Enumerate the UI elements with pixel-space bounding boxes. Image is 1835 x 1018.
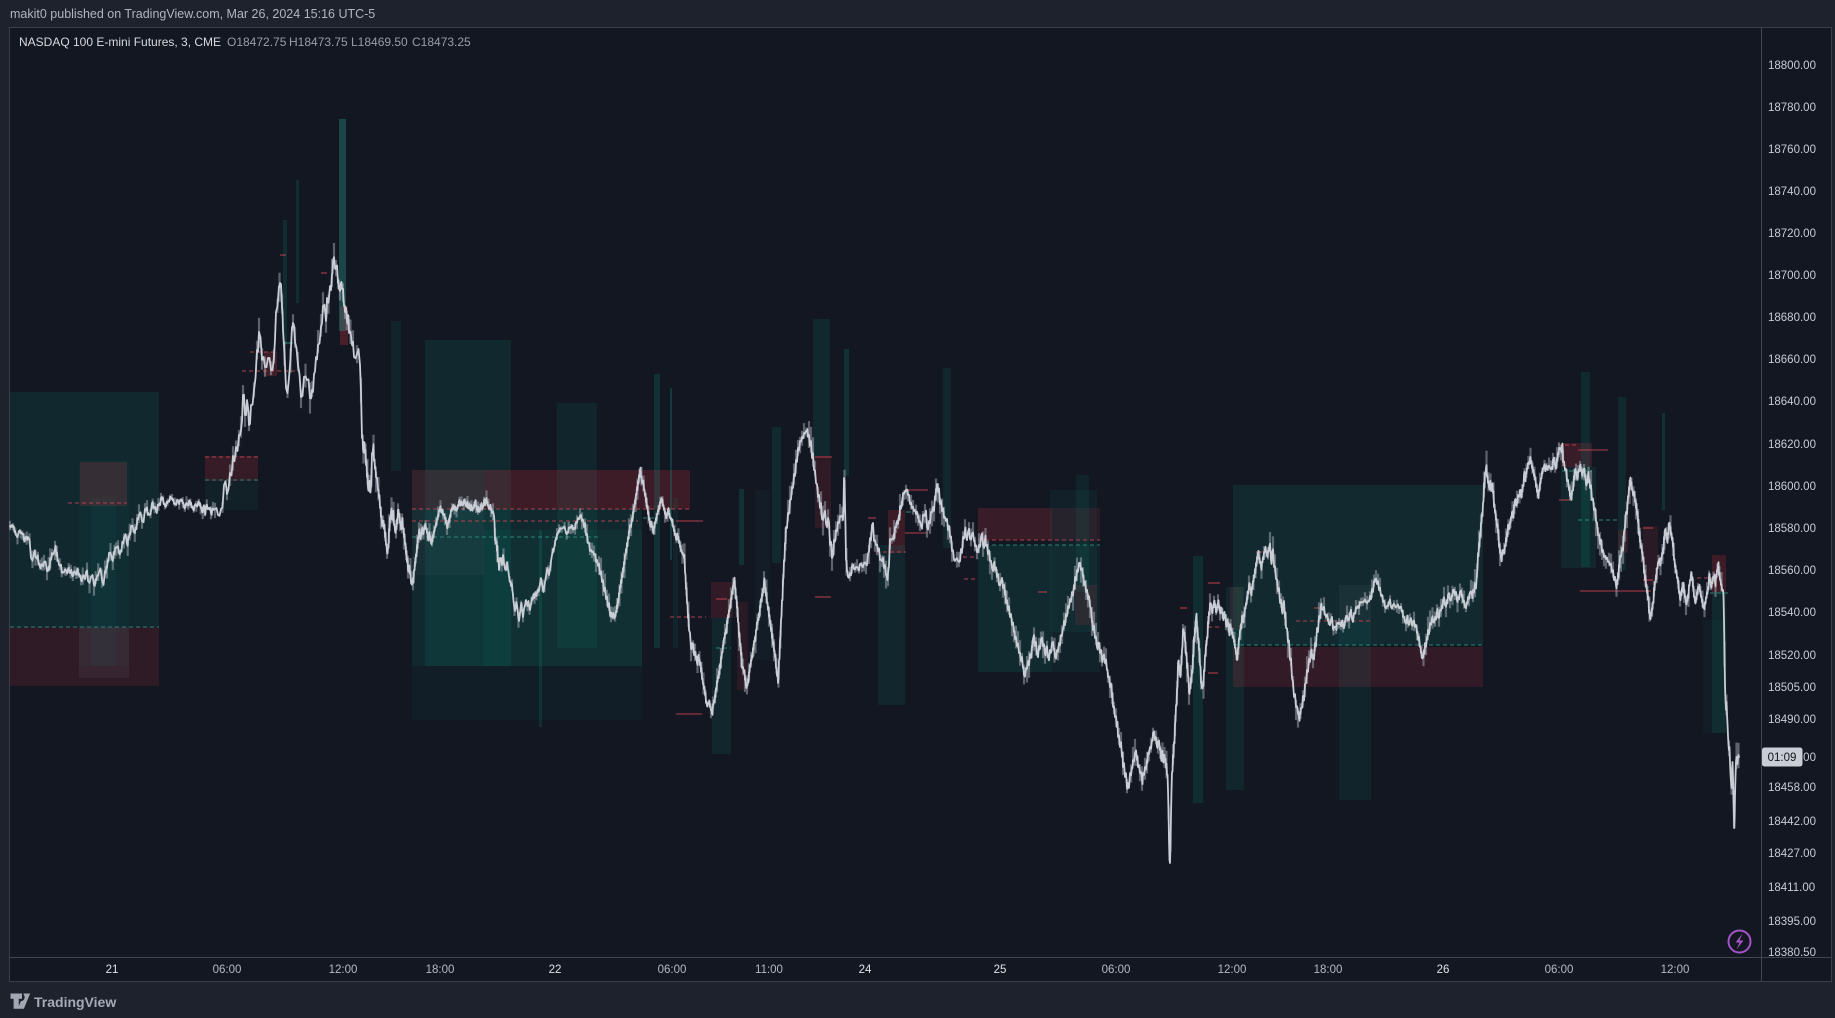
svg-text:25: 25 [994,964,1007,976]
svg-text:18740.00: 18740.00 [1768,186,1816,198]
svg-text:18411.00: 18411.00 [1768,882,1815,894]
svg-text:18442.00: 18442.00 [1768,816,1816,828]
svg-text:18490.00: 18490.00 [1768,714,1816,726]
svg-text:18:00: 18:00 [426,964,455,976]
svg-text:18505.00: 18505.00 [1768,682,1816,694]
svg-text:06:00: 06:00 [658,964,687,976]
svg-text:24: 24 [859,964,872,976]
svg-text:NASDAQ 100 E-mini Futures, 3,: NASDAQ 100 E-mini Futures, 3, CME [19,35,221,49]
svg-text:18458.00: 18458.00 [1768,782,1816,794]
svg-text:12:00: 12:00 [1661,964,1690,976]
svg-text:06:00: 06:00 [1545,964,1574,976]
svg-text:18600.00: 18600.00 [1768,481,1816,493]
svg-text:01:09: 01:09 [1768,752,1797,764]
svg-text:18520.00: 18520.00 [1768,650,1816,662]
svg-text:18427.00: 18427.00 [1768,848,1816,860]
svg-text:12:00: 12:00 [1218,964,1247,976]
svg-text:21: 21 [106,964,119,976]
svg-text:18800.00: 18800.00 [1768,60,1816,72]
svg-text:18720.00: 18720.00 [1768,228,1816,240]
svg-text:18395.00: 18395.00 [1768,916,1816,928]
svg-text:18560.00: 18560.00 [1768,565,1816,577]
svg-text:12:00: 12:00 [329,964,358,976]
svg-text:22: 22 [549,964,562,976]
svg-text:18660.00: 18660.00 [1768,354,1816,366]
svg-text:18680.00: 18680.00 [1768,312,1816,324]
svg-text:06:00: 06:00 [1102,964,1131,976]
svg-text:makit0 published on TradingVie: makit0 published on TradingView.com, Mar… [10,7,375,21]
svg-text:18380.50: 18380.50 [1768,947,1816,959]
svg-text:18640.00: 18640.00 [1768,396,1816,408]
svg-text:18780.00: 18780.00 [1768,102,1816,114]
svg-text:11:00: 11:00 [755,964,783,976]
svg-text:18620.00: 18620.00 [1768,439,1816,451]
svg-text:18540.00: 18540.00 [1768,607,1816,619]
svg-text:18700.00: 18700.00 [1768,270,1816,282]
svg-text:06:00: 06:00 [213,964,242,976]
svg-text:26: 26 [1437,964,1450,976]
svg-text:18:00: 18:00 [1314,964,1343,976]
svg-text:18760.00: 18760.00 [1768,144,1816,156]
svg-text:TradingView: TradingView [34,994,116,1010]
svg-text:18580.00: 18580.00 [1768,523,1816,535]
